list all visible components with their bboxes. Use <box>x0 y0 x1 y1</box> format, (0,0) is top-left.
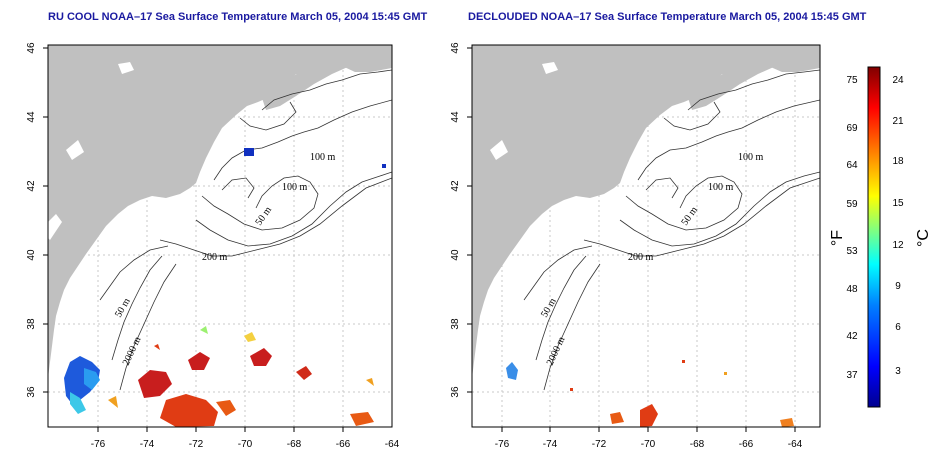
left-lon-tick-1: -74 <box>140 439 155 450</box>
left-lat-tick-4: 38 <box>26 318 37 330</box>
right-tick-marks <box>467 47 796 432</box>
right-contour-200: 200 m <box>628 252 654 263</box>
left-map: 100 m 100 m 50 m 200 m 50 m 2000 m -76 -… <box>26 42 400 450</box>
left-lat-tick-3: 40 <box>26 249 37 261</box>
colorbar-fahrenheit-unit: °F <box>829 230 846 246</box>
cb-c-tick-7: 3 <box>895 366 901 377</box>
colorbar-gradient <box>867 66 881 408</box>
left-map-title: RU COOL NOAA–17 Sea Surface Temperature … <box>48 11 428 23</box>
cb-f-tick-5: 48 <box>846 284 858 295</box>
right-map-title: DECLOUDED NOAA–17 Sea Surface Temperatur… <box>468 11 867 23</box>
left-map-frame <box>47 44 393 428</box>
colorbar-celsius-ticks: 24 21 18 15 12 9 6 3 <box>892 75 904 377</box>
left-lat-tick-1: 44 <box>26 111 37 123</box>
cb-c-tick-6: 6 <box>895 322 901 333</box>
right-lon-tick-4: -68 <box>690 439 705 450</box>
right-lat-tick-1: 44 <box>450 111 461 123</box>
left-lat-tick-0: 46 <box>26 42 37 54</box>
cb-f-tick-7: 37 <box>846 370 858 381</box>
right-lon-tick-1: -74 <box>543 439 558 450</box>
right-contour-100-a: 100 m <box>738 152 764 163</box>
cb-c-tick-5: 9 <box>895 281 901 292</box>
left-lon-tick-4: -68 <box>287 439 302 450</box>
right-contour-100-b: 100 m <box>708 182 734 193</box>
right-lon-tick-2: -72 <box>592 439 607 450</box>
left-lon-tick-5: -66 <box>336 439 351 450</box>
right-lon-tick-5: -66 <box>739 439 754 450</box>
left-bathymetry-contours <box>99 69 392 391</box>
cb-f-tick-1: 69 <box>846 123 858 134</box>
right-lat-tick-2: 42 <box>450 180 461 192</box>
cb-f-tick-4: 53 <box>846 246 858 257</box>
right-sst-data <box>506 360 794 427</box>
right-lat-tick-5: 36 <box>450 386 461 398</box>
right-bathymetry-contours <box>523 69 820 391</box>
cb-c-tick-3: 15 <box>892 198 904 209</box>
left-contour-200: 200 m <box>202 252 228 263</box>
left-contour-100-a: 100 m <box>310 152 336 163</box>
left-lakes <box>48 62 134 240</box>
right-lat-tick-3: 40 <box>450 249 461 261</box>
right-land-mass <box>472 45 820 378</box>
left-lon-tick-6: -64 <box>385 439 400 450</box>
cb-c-tick-2: 18 <box>892 156 904 167</box>
left-lat-tick-2: 42 <box>26 180 37 192</box>
cb-f-tick-2: 64 <box>846 160 858 171</box>
left-contour-100-b: 100 m <box>282 182 308 193</box>
left-tick-marks <box>43 47 344 432</box>
colorbar-fahrenheit-ticks: 75 69 64 59 53 48 42 37 <box>846 75 858 381</box>
colorbar: 75 69 64 59 53 48 42 37 24 21 18 15 12 9… <box>829 66 932 408</box>
right-lakes <box>490 62 558 160</box>
cb-f-tick-3: 59 <box>846 199 858 210</box>
left-lon-tick-3: -70 <box>238 439 253 450</box>
right-lat-tick-0: 46 <box>450 42 461 54</box>
cb-f-tick-6: 42 <box>846 331 858 342</box>
cb-c-tick-4: 12 <box>892 240 904 251</box>
left-lat-tick-5: 36 <box>26 386 37 398</box>
right-lon-tick-3: -70 <box>641 439 656 450</box>
colorbar-celsius-unit: °C <box>915 229 932 247</box>
cb-c-tick-0: 24 <box>892 75 904 86</box>
right-map: 100 m 100 m 50 m 200 m 50 m 2000 m -76 -… <box>450 42 821 450</box>
right-map-frame <box>471 44 821 428</box>
left-sst-data <box>64 148 386 427</box>
left-land-mass <box>48 45 392 378</box>
right-lon-tick-0: -76 <box>495 439 510 450</box>
right-lon-tick-6: -64 <box>788 439 803 450</box>
right-lat-tick-4: 38 <box>450 318 461 330</box>
cb-f-tick-0: 75 <box>846 75 858 86</box>
cb-c-tick-1: 21 <box>892 116 904 127</box>
left-lon-tick-2: -72 <box>189 439 204 450</box>
left-lon-tick-0: -76 <box>91 439 106 450</box>
